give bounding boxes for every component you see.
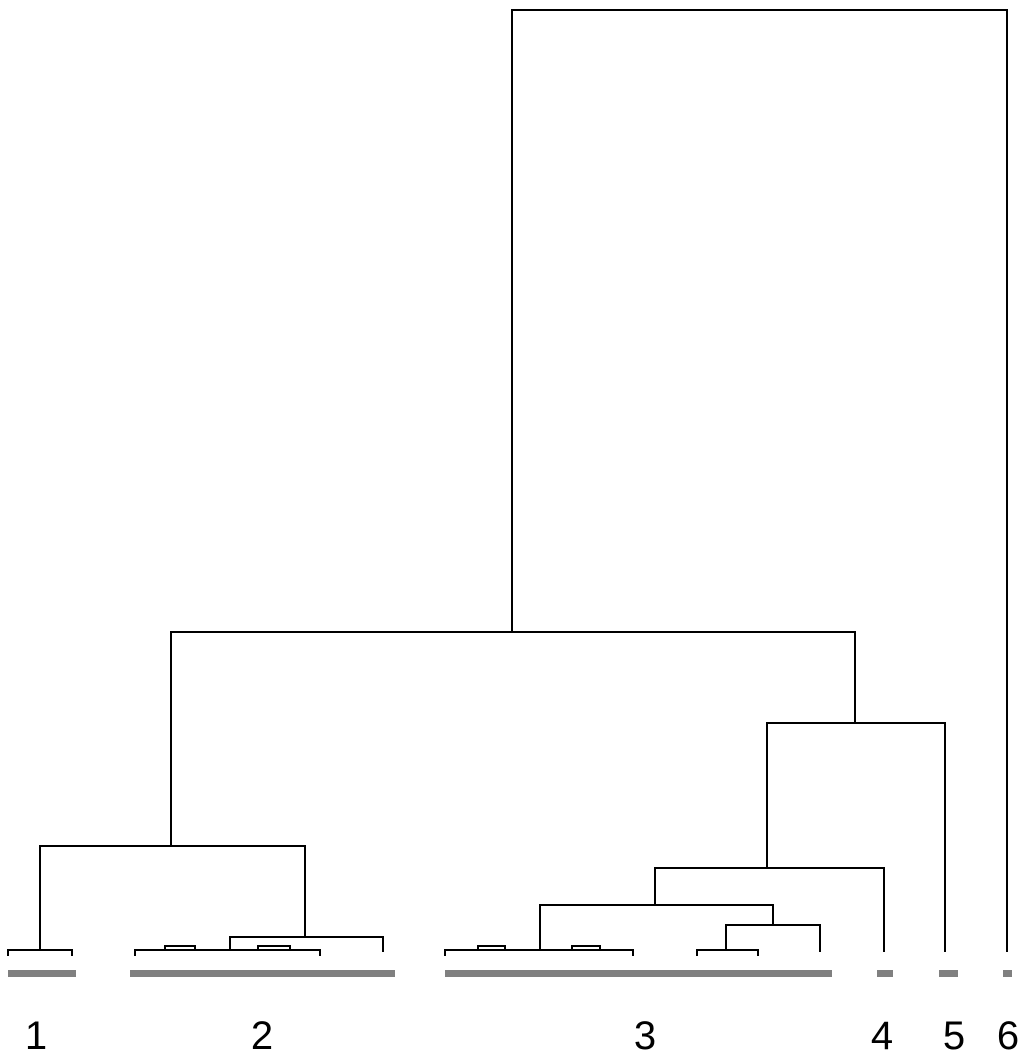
dendrogram-link-16 <box>696 949 759 956</box>
cluster-label-6: 6 <box>996 1014 1020 1058</box>
dendrogram-link-12 <box>725 924 821 952</box>
dendrogram-link-3 <box>39 845 306 950</box>
cluster-bar-1 <box>8 970 76 977</box>
dendrogram-link-5 <box>229 936 384 952</box>
dendrogram-link-8 <box>257 945 291 950</box>
cluster-label-3: 3 <box>633 1014 657 1058</box>
dendrogram-link-9 <box>766 722 946 952</box>
cluster-bar-2 <box>130 970 395 977</box>
dendrogram-link-4 <box>7 949 73 956</box>
cluster-bar-5 <box>939 970 958 977</box>
dendrogram-link-15 <box>571 945 601 950</box>
dendrogram-link-2 <box>170 631 856 846</box>
cluster-label-5: 5 <box>942 1014 966 1058</box>
dendrogram-link-11 <box>539 904 774 950</box>
dendrogram-links <box>7 9 1008 956</box>
dendrogram-link-1 <box>511 9 1008 952</box>
cluster-label-2: 2 <box>250 1014 274 1058</box>
dendrogram-link-6 <box>134 949 321 956</box>
dendrogram-link-13 <box>444 949 634 956</box>
cluster-bar-4 <box>877 970 893 977</box>
cluster-label-1: 1 <box>24 1014 48 1058</box>
cluster-bar-6 <box>1003 970 1012 977</box>
cluster-label-4: 4 <box>870 1014 894 1058</box>
cluster-bars <box>8 970 1012 977</box>
cluster-bar-3 <box>445 970 832 977</box>
dendrogram-link-7 <box>164 945 196 950</box>
dendrogram-link-10 <box>654 867 885 952</box>
dendrogram-link-14 <box>477 945 506 950</box>
